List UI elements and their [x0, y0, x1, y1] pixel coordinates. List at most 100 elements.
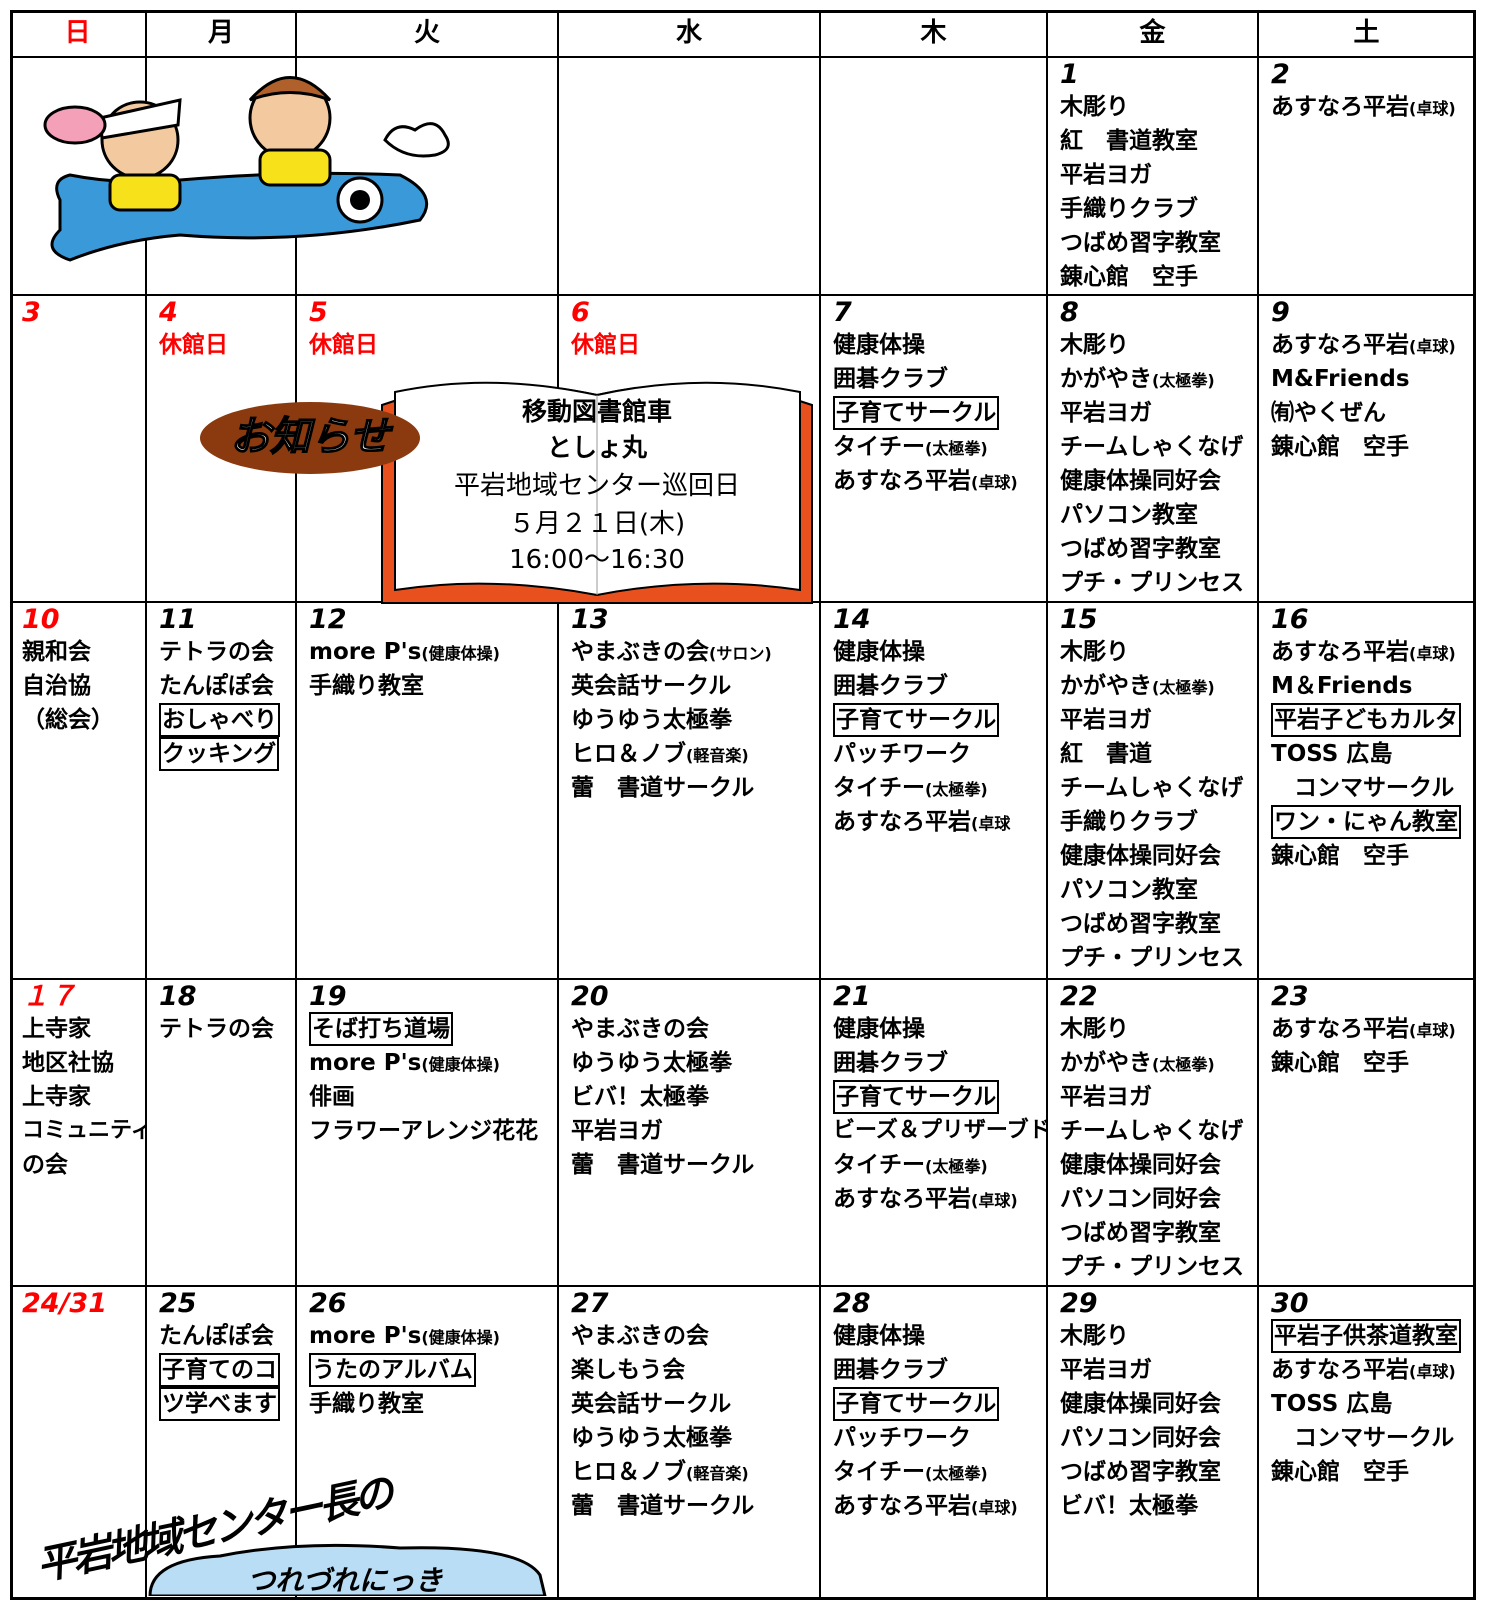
day-cell: 10 親和会 自治協 （総会）	[10, 603, 147, 980]
day-number: 14	[833, 604, 871, 635]
boxed-event: 平岩子どもカルタ	[1271, 703, 1461, 737]
boxed-event: クッキング	[159, 737, 280, 771]
event: やまぶきの会	[571, 1016, 709, 1042]
event: more P's(健康体操)	[309, 1323, 500, 1349]
event: 平岩子供茶道教室	[1271, 1319, 1474, 1353]
event: あすなろ平岩(卓球)	[833, 1493, 1018, 1519]
event: 休館日	[159, 332, 228, 358]
day-number: 8	[1060, 297, 1079, 328]
event: ビーズ＆プリザーブド	[833, 1118, 1048, 1143]
event: 手織り教室	[309, 673, 424, 699]
day-number: 30	[1271, 1288, 1309, 1319]
boxed-event: 子育てサークル	[833, 1080, 1000, 1114]
day-number: 29	[1060, 1288, 1098, 1319]
event: パソコン教室	[1060, 502, 1198, 528]
event: ㈲やくぜん	[1271, 400, 1386, 426]
event: 囲碁クラブ	[833, 366, 948, 392]
event: たんぽぽ会	[159, 673, 274, 699]
event: 錬心館 空手	[1271, 434, 1409, 460]
day-number: 12	[309, 604, 347, 635]
day-number: 13	[571, 604, 609, 635]
event: あすなろ平岩(卓球)	[833, 1186, 1018, 1212]
event: あすなろ平岩(卓球)	[1271, 332, 1456, 358]
day-number: 21	[833, 981, 871, 1012]
event: 健康体操同好会	[1060, 1152, 1221, 1178]
event: 紅 書道教室	[1060, 128, 1198, 154]
day-number: 11	[159, 604, 197, 635]
event: 手織りクラブ	[1060, 196, 1198, 222]
diary-subtitle: つれづれにっき	[247, 1564, 442, 1596]
notice-line: 平岩地域センター巡回日	[454, 471, 740, 501]
notice-label: お知らせ	[230, 414, 393, 460]
event: 休館日	[571, 332, 640, 358]
day-cell: 3	[10, 296, 147, 603]
event: パソコン同好会	[1060, 1186, 1221, 1212]
day-cell: 29 木彫り 平岩ヨガ 健康体操同好会 パソコン同好会 つばめ習字教室 ビバ！太極拳	[1048, 1287, 1259, 1600]
event: 錬心館 空手	[1271, 1459, 1409, 1485]
event: ワン・にゃん教室	[1271, 805, 1474, 839]
day-number: 2	[1271, 59, 1290, 90]
event: 囲碁クラブ	[833, 673, 948, 699]
day-cell: 16 あすなろ平岩(卓球) M＆Friends 平岩子どもカルタ TOSS 広島 コンマ…	[1259, 603, 1476, 980]
event: 平岩ヨガ	[1060, 707, 1152, 733]
weekday-header: 火	[297, 10, 559, 58]
event: タイチー(太極拳)	[833, 775, 988, 801]
event: フラワーアレンジ花花	[309, 1118, 539, 1144]
event: ビバ！太極拳	[571, 1084, 709, 1110]
day-number: 25	[159, 1288, 197, 1319]
day-number: １７	[22, 981, 76, 1012]
event: 紅 書道	[1060, 741, 1152, 767]
event: あすなろ平岩(卓球)	[1271, 639, 1456, 665]
event: 平岩ヨガ	[1060, 162, 1152, 188]
day-number: 5	[309, 297, 328, 328]
day-number: 22	[1060, 981, 1098, 1012]
event: ツ学べます	[159, 1387, 295, 1421]
day-number: 4	[159, 297, 178, 328]
boxed-event: 平岩子供茶道教室	[1271, 1319, 1461, 1353]
event: やまぶきの会	[571, 1323, 709, 1349]
event: つばめ習字教室	[1060, 1459, 1221, 1485]
day-number: 15	[1060, 604, 1098, 635]
day-cell	[297, 58, 559, 296]
day-cell: 19 そば打ち道場 more P's(健康体操) 俳画 フラワーアレンジ花花	[297, 980, 559, 1287]
event: ゆうゆう太極拳	[571, 1425, 732, 1451]
event: 子育てサークル	[833, 703, 1046, 737]
event: 木彫り	[1060, 1323, 1129, 1349]
event: 蕾 書道サークル	[571, 1152, 755, 1178]
day-cell: 18 テトラの会	[147, 980, 297, 1287]
event: 錬心館 空手	[1271, 843, 1409, 869]
event: 錬心館 空手	[1060, 264, 1198, 290]
event: 錬心館 空手	[1271, 1050, 1409, 1076]
notice-line: 移動図書館車	[522, 397, 672, 426]
notice-line: としょ丸	[547, 433, 647, 462]
event: コンマサークル	[1271, 775, 1455, 801]
event: 子育てサークル	[833, 396, 1046, 430]
event: チームしゃくなげ	[1060, 434, 1244, 460]
weekday-header: 金	[1048, 10, 1259, 58]
boxed-event: ツ学べます	[159, 1387, 280, 1421]
day-number: 3	[22, 297, 41, 328]
event: 平岩ヨガ	[1060, 1357, 1152, 1383]
event: あすなろ平岩(卓球)	[833, 468, 1018, 494]
event: 健康体操	[833, 332, 925, 358]
event: クッキング	[159, 737, 295, 771]
event: パッチワーク	[833, 1425, 971, 1451]
day-number: 9	[1271, 297, 1290, 328]
day-number: 28	[833, 1288, 871, 1319]
event: 囲碁クラブ	[833, 1357, 948, 1383]
event: うたのアルバム	[309, 1353, 557, 1387]
boxed-event: 子育てサークル	[833, 396, 1000, 430]
event: そば打ち道場	[309, 1012, 557, 1046]
day-number: 20	[571, 981, 609, 1012]
event: 地区社協	[22, 1050, 114, 1076]
boxed-event: おしゃべり	[159, 703, 280, 737]
event: チームしゃくなげ	[1060, 775, 1244, 801]
day-cell: 22 木彫り かがやき(太極拳) 平岩ヨガ チームしゃくなげ 健康体操同好会 パソコン同好会…	[1048, 980, 1259, 1287]
notice-line: ５月２１日(木)	[509, 509, 685, 539]
day-cell: 9 あすなろ平岩(卓球) M&Friends ㈲やくぜん 錬心館 空手	[1259, 296, 1476, 603]
day-cell: 1 木彫り紅 書道教室 平岩ヨガ 手織りクラブ つばめ習字教室 錬心館 空手	[1048, 58, 1259, 296]
event: プチ・プリンセス	[1060, 1254, 1244, 1280]
boxed-event: 子育てサークル	[833, 1387, 1000, 1421]
